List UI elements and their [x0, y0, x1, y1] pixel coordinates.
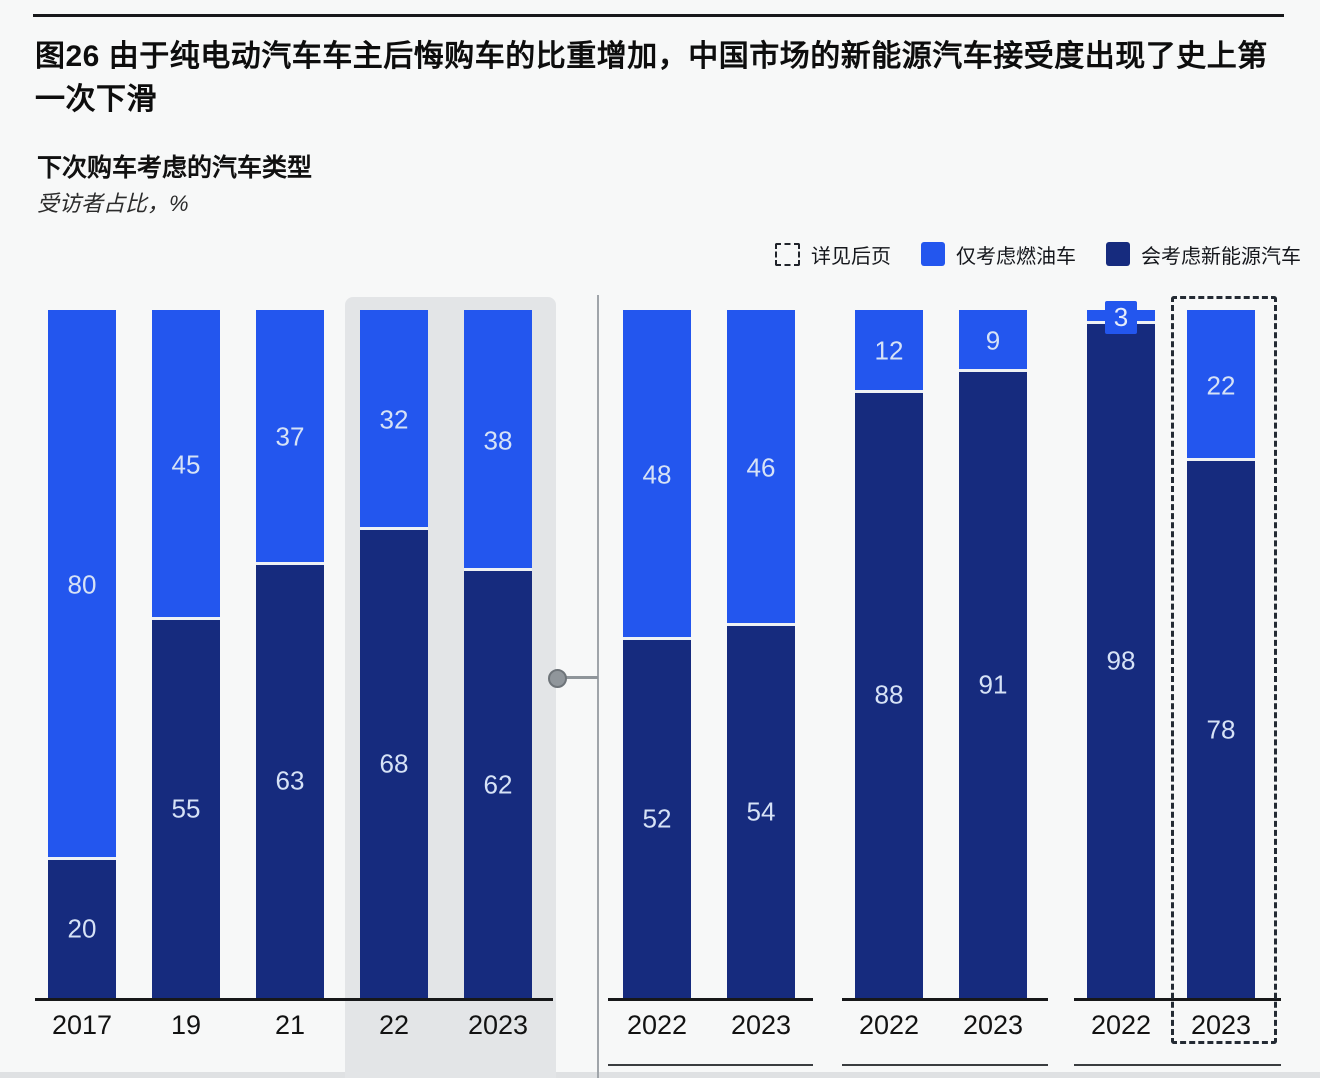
stacked-bar-group-1-19: 45 55	[152, 310, 220, 998]
dashed-outline-2023-bar	[1171, 296, 1277, 1044]
bar-segment-nev: 91	[959, 371, 1027, 998]
bar-value-label: 98	[1106, 645, 1136, 676]
legend-label: 详见后页	[811, 245, 891, 268]
legend-item-nev-consider: 会考虑新能源汽车	[1106, 240, 1301, 269]
bar-segment-ice: 12	[855, 310, 923, 393]
bar-value-label: 62	[483, 769, 513, 800]
connector-dot	[548, 669, 567, 688]
bar-value-label: 38	[483, 425, 513, 456]
bar-segment-ice: 22	[1187, 310, 1255, 462]
bar-segment-ice: 45	[152, 310, 220, 620]
stacked-bar-group-2-2022: 48 52	[623, 310, 691, 998]
x-axis-label-2023: 2023	[730, 1010, 792, 1040]
bar-segment-ice: 48	[623, 310, 691, 641]
stacked-bar-group-4-2023: 22 78	[1187, 310, 1255, 998]
legend-label: 仅考虑燃油车	[956, 245, 1076, 268]
x-axis-label-2017: 2017	[51, 1010, 113, 1040]
bar-segment-nev: 88	[855, 392, 923, 998]
bar-value-label: 78	[1206, 714, 1236, 745]
bar-value-label: 55	[171, 793, 201, 824]
bar-value-label: 22	[1206, 370, 1236, 401]
bar-value-label: 48	[642, 459, 672, 490]
x-axis-label-2023: 2023	[1190, 1010, 1252, 1040]
x-axis-label-2022: 2022	[858, 1010, 920, 1040]
bottom-edge-strip	[0, 1072, 1320, 1078]
bar-segment-nev: 52	[623, 640, 691, 998]
nev-color-swatch-icon	[1106, 242, 1130, 266]
group-bracket-group-4	[1074, 1064, 1281, 1066]
stacked-bar-group-1-22: 32 68	[360, 310, 428, 998]
bar-value-label: 63	[275, 765, 305, 796]
bar-segment-nev: 54	[727, 626, 795, 998]
raised-ice-value-label: 3	[1105, 301, 1137, 334]
bar-value-label: 9	[985, 325, 1001, 356]
bar-value-label: 45	[171, 449, 201, 480]
bar-value-label: 12	[874, 335, 904, 366]
bar-value-label: 88	[874, 679, 904, 710]
stacked-bar-group-3-2022: 12 88	[855, 310, 923, 998]
x-axis-label-19: 19	[170, 1010, 202, 1040]
bar-value-label: 91	[978, 669, 1008, 700]
bar-segment-nev: 62	[464, 571, 532, 998]
bar-value-label: 46	[746, 452, 776, 483]
section-divider-line	[597, 295, 599, 1078]
top-rule-line	[33, 14, 1284, 17]
x-axis-group-1	[35, 998, 553, 1001]
x-axis-label-2022: 2022	[1090, 1010, 1152, 1040]
x-axis-label-2023: 2023	[962, 1010, 1024, 1040]
bar-segment-ice: 46	[727, 310, 795, 627]
chart-unit-label: 受访者占比，%	[37, 191, 189, 216]
bar-value-label: 80	[67, 569, 97, 600]
legend-item-see-next-page: 详见后页	[775, 240, 891, 269]
connector-line	[564, 676, 598, 679]
bar-value-label: 20	[67, 913, 97, 944]
bar-value-label: 52	[642, 803, 672, 834]
legend-item-ice-only: 仅考虑燃油车	[921, 240, 1076, 269]
stacked-bar-group-1-21: 37 63	[256, 310, 324, 998]
bar-segment-nev: 68	[360, 530, 428, 998]
bar-value-label: 54	[746, 796, 776, 827]
bar-value-label: 68	[379, 748, 409, 779]
bar-segment-nev: 20	[48, 860, 116, 998]
bar-segment-ice: 32	[360, 310, 428, 531]
stacked-bar-group-1-2023: 38 62	[464, 310, 532, 998]
x-axis-group-3	[842, 998, 1048, 1001]
legend: 详见后页 仅考虑燃油车 会考虑新能源汽车	[775, 238, 1301, 270]
bar-value-label: 37	[275, 421, 305, 452]
bar-segment-ice: 37	[256, 310, 324, 565]
bar-segment-nev: 98	[1087, 323, 1155, 998]
stacked-bar-group-4-2022: 98	[1087, 310, 1155, 998]
x-axis-group-4	[1074, 998, 1281, 1001]
x-axis-group-2	[608, 998, 813, 1001]
ice-color-swatch-icon	[921, 242, 945, 266]
bar-segment-ice: 9	[959, 310, 1027, 372]
bar-segment-nev: 78	[1187, 461, 1255, 998]
group-bracket-group-2	[608, 1064, 813, 1066]
bar-value-label: 32	[379, 404, 409, 435]
dashed-box-icon	[775, 242, 800, 266]
group-bracket-group-3	[842, 1064, 1048, 1066]
bar-segment-nev: 55	[152, 619, 220, 998]
chart-subtitle: 下次购车考虑的汽车类型	[37, 154, 313, 182]
figure-title: 图26 由于纯电动汽车车主后悔购车的比重增加，中国市场的新能源汽车接受度出现了史…	[35, 40, 1268, 116]
bar-segment-ice: 38	[464, 310, 532, 572]
stacked-bar-group-1-2017: 80 20	[48, 310, 116, 998]
x-axis-label-21: 21	[274, 1010, 306, 1040]
x-axis-label-2022: 2022	[626, 1010, 688, 1040]
x-axis-label-2023: 2023	[467, 1010, 529, 1040]
bar-segment-nev: 63	[256, 564, 324, 998]
legend-label: 会考虑新能源汽车	[1141, 245, 1301, 268]
stacked-bar-group-3-2023: 9 91	[959, 310, 1027, 998]
x-axis-label-22: 22	[378, 1010, 410, 1040]
bar-segment-ice: 80	[48, 310, 116, 861]
stacked-bar-group-2-2023: 46 54	[727, 310, 795, 998]
